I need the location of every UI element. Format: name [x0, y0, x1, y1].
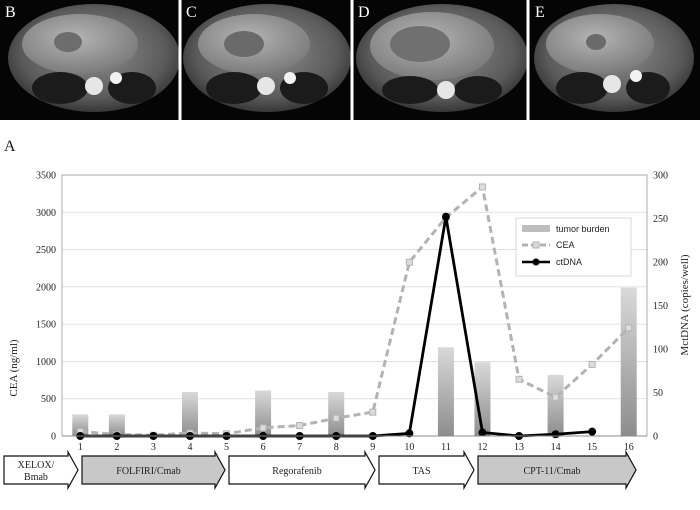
- legend-marker-cea: [532, 241, 540, 249]
- x-tick-label-16: 16: [624, 442, 634, 453]
- x-tick-label-11: 11: [441, 442, 451, 453]
- cea-point-7: [296, 422, 304, 430]
- ctdna-point-10: [405, 429, 414, 438]
- y-left-tick-label-5: 2500: [36, 245, 56, 256]
- chart-legend: tumor burden CEA ctDNA: [515, 217, 632, 277]
- ct-scan-strip: [0, 0, 700, 120]
- chart-axes: [61, 174, 648, 437]
- tumor-burden-bars: [72, 287, 637, 436]
- ctdna-point-14: [551, 430, 560, 439]
- timeline-arrow-folfiri-cmab: [81, 449, 226, 491]
- x-tick-label-12: 12: [477, 442, 487, 453]
- timeline-arrow-tas: [378, 449, 475, 491]
- panel-label-d: D: [358, 4, 370, 21]
- tumor-burden-bar-16: [620, 287, 637, 436]
- x-tick-label-3: 3: [151, 442, 156, 453]
- y-right-tick-label-6: 300: [653, 171, 668, 182]
- y-axis-left-title: CEA (ng/ml): [8, 339, 20, 396]
- x-tick-label-4: 4: [187, 442, 192, 453]
- cea-point-14: [552, 393, 560, 401]
- figure-label-a: A: [4, 138, 16, 155]
- cea-point-12: [478, 183, 486, 191]
- x-tick-label-13: 13: [514, 442, 524, 453]
- cea-point-10: [405, 258, 413, 266]
- tumor-burden-bar-11: [437, 347, 454, 436]
- cea-point-15: [588, 360, 596, 368]
- timeline-label-regorafenib: Regorafenib: [272, 466, 321, 477]
- ct-panel-c: [183, 4, 351, 112]
- x-tick-label-5: 5: [224, 442, 229, 453]
- ct-panel-d: [356, 4, 528, 112]
- timeline-arrow-xelox-bmab: [3, 449, 79, 491]
- x-tick-label-14: 14: [551, 442, 561, 453]
- cea-point-13: [515, 375, 523, 383]
- x-tick-label-8: 8: [334, 442, 339, 453]
- x-tick-label-6: 6: [261, 442, 266, 453]
- ctdna-point-15: [588, 427, 597, 436]
- panel-label-c: C: [186, 4, 197, 21]
- x-tick-label-9: 9: [370, 442, 375, 453]
- tumor-burden-bar-2: [108, 414, 125, 436]
- y-right-tick-label-3: 150: [653, 301, 668, 312]
- y-left-tick-label-4: 2000: [36, 282, 56, 293]
- ct-panel-b: [8, 4, 180, 112]
- timeline-arrow-cpt11-cmab: [477, 449, 637, 491]
- y-left-tick-label-2: 1000: [36, 357, 56, 368]
- legend-marker-ctdna: [532, 258, 540, 266]
- tumor-burden-bar-12: [474, 362, 491, 436]
- tumor-burden-bar-8: [328, 392, 345, 436]
- legend-swatch-tumor-burden: [522, 225, 550, 232]
- legend-ctdna: ctDNA: [556, 257, 582, 267]
- ctdna-point-12: [478, 428, 487, 437]
- treatment-timeline: XELOX/Bmab FOLFIRI/Cmab Regorafenib TAS CPT-…: [3, 449, 637, 491]
- x-tick-label-7: 7: [297, 442, 302, 453]
- y-right-tick-label-1: 50: [653, 388, 663, 399]
- timeline-label-xelox-bmab-line2: Bmab: [24, 472, 48, 483]
- cea-point-9: [369, 408, 377, 416]
- cea-point-8: [332, 414, 340, 422]
- y-right-tick-label-4: 200: [653, 258, 668, 269]
- panel-label-e: E: [535, 4, 545, 21]
- y-left-tick-label-7: 3500: [36, 171, 56, 182]
- tumor-burden-bar-6: [255, 390, 272, 436]
- tumor-burden-bar-14: [547, 374, 564, 436]
- x-tick-label-1: 1: [78, 442, 83, 453]
- y-axis-right-title: MctDNA (copies/well): [679, 254, 691, 355]
- y-right-tick-label-0: 0: [653, 432, 658, 443]
- y-left-tick-label-1: 500: [41, 394, 56, 405]
- cea-line: [80, 184, 630, 437]
- x-tick-label-15: 15: [587, 442, 597, 453]
- chart: 0 500 1000 1500 2000 2500 3000 3500 0 50 100 150 200…: [3, 171, 691, 491]
- y-left-tick-label-0: 0: [51, 432, 56, 443]
- tumor-burden-bar-4: [181, 392, 198, 436]
- ct-panel-e: [534, 4, 694, 112]
- legend-cea: CEA: [556, 240, 575, 250]
- legend-tumor-burden: tumor burden: [556, 224, 610, 234]
- y-left-tick-label-6: 3000: [36, 208, 56, 219]
- y-left-tick-label-3: 1500: [36, 320, 56, 331]
- timeline-label-tas: TAS: [412, 466, 430, 477]
- y-right-tick-label-2: 100: [653, 345, 668, 356]
- y-right-tick-label-5: 250: [653, 214, 668, 225]
- panel-label-b: B: [5, 4, 16, 21]
- timeline-arrow-regorafenib: [228, 449, 376, 491]
- timeline-label-cpt11-cmab: CPT-11/Cmab: [523, 466, 580, 477]
- x-tick-label-10: 10: [404, 442, 414, 453]
- cea-point-16: [625, 324, 633, 332]
- cea-point-6: [259, 424, 267, 432]
- ctdna-point-11: [441, 212, 450, 221]
- chart-gridlines: [62, 174, 647, 400]
- timeline-label-xelox-bmab-line1: XELOX/: [18, 460, 55, 471]
- x-tick-label-2: 2: [114, 442, 119, 453]
- timeline-label-folfiri-cmab: FOLFIRI/Cmab: [116, 466, 180, 477]
- chart-tick-labels: 0 500 1000 1500 2000 2500 3000 3500 0 50 100 150 200…: [36, 171, 668, 454]
